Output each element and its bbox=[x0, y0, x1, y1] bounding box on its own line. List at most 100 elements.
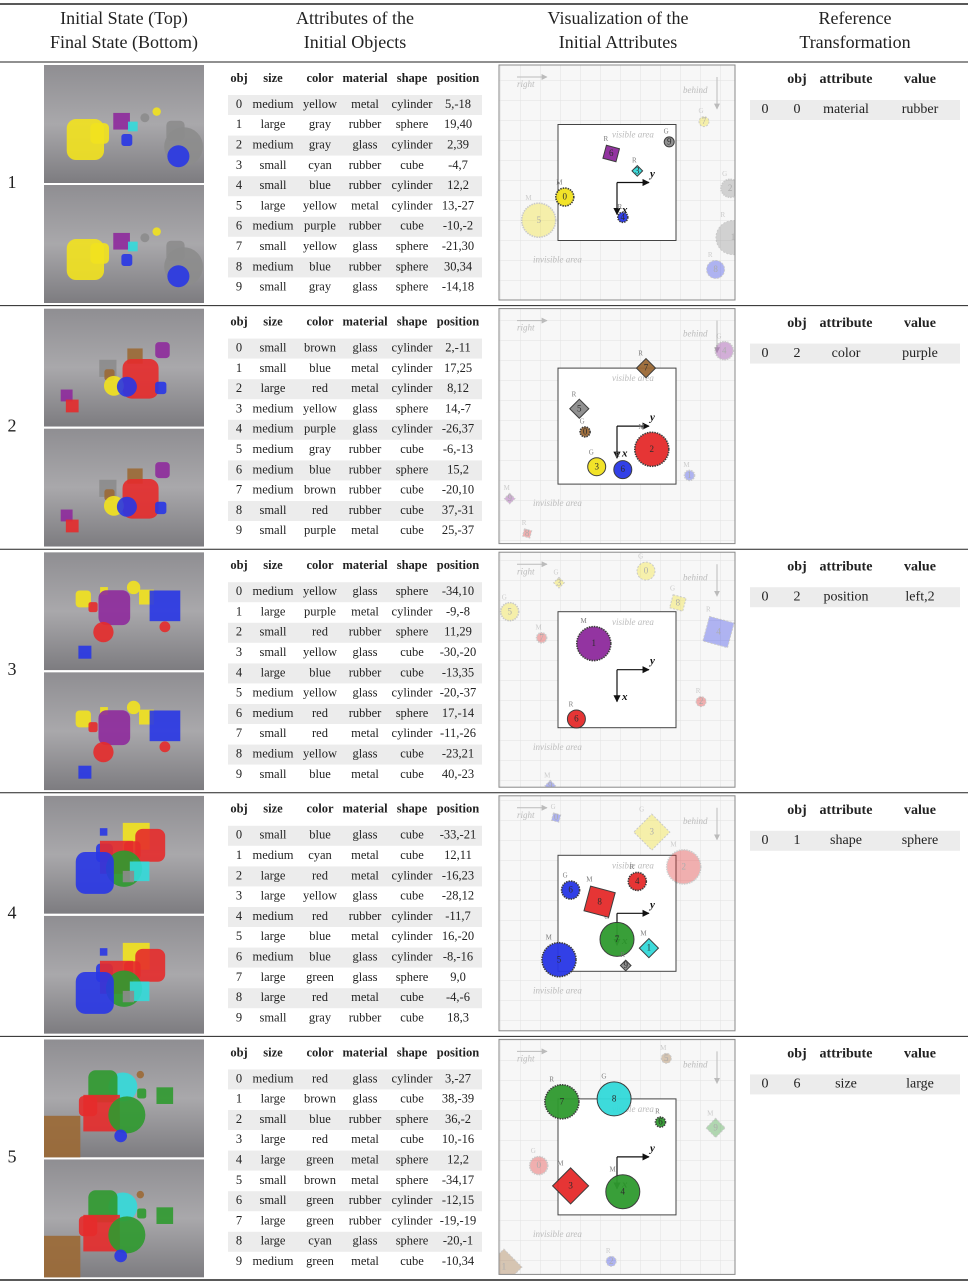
scene-object bbox=[65, 519, 79, 533]
object: 1R bbox=[715, 211, 735, 256]
cell: cube bbox=[400, 219, 424, 233]
cell: rubber bbox=[349, 158, 382, 172]
cell: yellow bbox=[303, 746, 337, 760]
cell: green bbox=[306, 1213, 335, 1227]
cell: left,2 bbox=[905, 589, 934, 604]
object: 9M bbox=[504, 484, 516, 505]
row-shade bbox=[228, 1150, 482, 1171]
cell: 0 bbox=[236, 828, 242, 842]
column-header: attribute bbox=[820, 559, 873, 574]
cell: small bbox=[259, 239, 287, 253]
column-header: obj bbox=[787, 316, 806, 331]
cell: 6 bbox=[236, 706, 242, 720]
column-header: obj bbox=[787, 559, 806, 574]
cell: rubber bbox=[349, 117, 382, 131]
cell: 17,-14 bbox=[442, 706, 475, 720]
cell: cylinder bbox=[392, 97, 434, 111]
object-id: 2 bbox=[650, 444, 655, 454]
object: 9R bbox=[619, 951, 632, 972]
material-code: M bbox=[525, 194, 532, 202]
cell: 5 bbox=[236, 686, 242, 700]
object-id: 6 bbox=[658, 1117, 663, 1127]
cell: 5 bbox=[236, 1173, 242, 1187]
object-id: 7 bbox=[702, 116, 707, 126]
object: 6R bbox=[602, 135, 621, 163]
scene-object bbox=[108, 1216, 146, 1254]
column-header: size bbox=[263, 802, 283, 816]
row-shade bbox=[228, 947, 482, 968]
scene-object bbox=[78, 645, 92, 659]
column-header: obj bbox=[230, 71, 247, 85]
cell: large bbox=[261, 381, 286, 395]
cell: metal bbox=[351, 848, 379, 862]
object-id: 5 bbox=[536, 215, 541, 225]
scene-object bbox=[140, 233, 150, 243]
header: Final State (Bottom) bbox=[50, 32, 198, 53]
cell: 17,25 bbox=[444, 361, 472, 375]
cell: -9,-8 bbox=[446, 604, 470, 618]
cell: 4 bbox=[236, 909, 243, 923]
column-header: color bbox=[306, 802, 334, 816]
cube bbox=[633, 813, 671, 851]
object-id: 5 bbox=[577, 403, 582, 413]
label: visible area bbox=[612, 617, 654, 627]
cell: rubber bbox=[902, 102, 939, 117]
cell: -4,7 bbox=[448, 158, 468, 172]
cell: cylinder bbox=[392, 361, 434, 375]
cell: large bbox=[261, 1152, 286, 1166]
column-header: color bbox=[306, 1045, 334, 1059]
object-id: 2 bbox=[681, 861, 686, 871]
cell: 9,0 bbox=[450, 970, 466, 984]
scene-object bbox=[66, 118, 105, 161]
cell: 6 bbox=[236, 1193, 242, 1207]
cell: sphere bbox=[396, 1112, 429, 1126]
cell: rubber bbox=[349, 625, 382, 639]
object: 0G bbox=[579, 418, 591, 438]
cell: -12,15 bbox=[442, 1193, 474, 1207]
object: 2R bbox=[695, 687, 707, 708]
axis-label: y bbox=[648, 1142, 655, 1154]
cell: sphere bbox=[396, 1234, 429, 1248]
cell: 8 bbox=[236, 259, 242, 273]
scene-object bbox=[98, 590, 131, 626]
cell: blue bbox=[309, 178, 331, 192]
cell: gray bbox=[309, 280, 332, 294]
column-header: shape bbox=[397, 558, 428, 572]
cell: metal bbox=[351, 198, 379, 212]
cell: cylinder bbox=[392, 381, 434, 395]
cell: material bbox=[823, 102, 869, 117]
object-id: 0 bbox=[536, 1160, 541, 1170]
cell: 0 bbox=[236, 97, 242, 111]
row-number: 2 bbox=[8, 416, 17, 436]
cell: cyan bbox=[308, 1234, 332, 1248]
object-id: 1 bbox=[687, 470, 692, 480]
cell: rubber bbox=[349, 1010, 382, 1024]
scene-object bbox=[136, 1190, 145, 1199]
material-code: G bbox=[551, 803, 556, 811]
object-id: 8 bbox=[597, 896, 602, 906]
object-id: 8 bbox=[676, 598, 681, 608]
scene-object bbox=[108, 1096, 146, 1134]
object-id: 7 bbox=[644, 363, 649, 373]
cell: red bbox=[312, 625, 329, 639]
cell: blue bbox=[309, 1112, 331, 1126]
material-code: G bbox=[531, 1147, 536, 1155]
axis-label: x bbox=[621, 691, 628, 703]
cell: purple bbox=[304, 604, 336, 618]
cell: small bbox=[259, 1173, 287, 1187]
cell: gray bbox=[309, 137, 332, 151]
material-code: M bbox=[546, 933, 553, 941]
axis-label: x bbox=[621, 448, 628, 460]
scene-object bbox=[121, 253, 133, 266]
cell: brown bbox=[304, 340, 337, 354]
object-id: 2 bbox=[728, 183, 733, 193]
cell: 37,-31 bbox=[442, 503, 474, 517]
cell: 7 bbox=[236, 239, 242, 253]
cell: metal bbox=[351, 868, 379, 882]
material-code: R bbox=[706, 606, 711, 614]
row-shade bbox=[228, 419, 482, 440]
material-code: G bbox=[601, 1073, 606, 1081]
material-code: R bbox=[638, 350, 643, 358]
